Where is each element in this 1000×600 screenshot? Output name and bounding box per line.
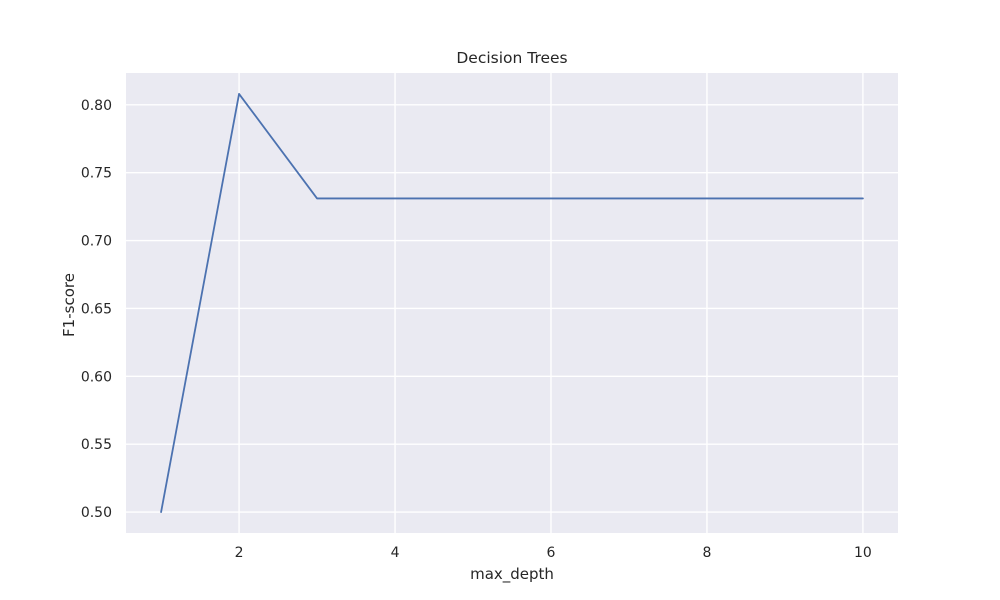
y-tick-label: 0.80	[81, 98, 112, 114]
y-tick-label: 0.55	[81, 437, 112, 453]
x-tick-labels: 2 4 6 8 10	[235, 545, 872, 561]
y-tick-label: 0.75	[81, 166, 112, 182]
x-tick-label: 6	[547, 545, 556, 561]
y-axis-label: F1-score	[60, 273, 78, 337]
x-tick-label: 8	[702, 545, 711, 561]
y-tick-labels: 0.50 0.55 0.60 0.65 0.70 0.75 0.80	[81, 98, 112, 521]
series-line	[160, 93, 864, 513]
y-tick-label: 0.50	[81, 505, 112, 521]
x-tick-label: 2	[235, 545, 244, 561]
y-tick-label: 0.60	[81, 369, 112, 385]
y-gridlines	[126, 104, 898, 513]
y-tick-label: 0.65	[81, 301, 112, 317]
x-gridlines	[238, 73, 864, 533]
series-layer	[160, 93, 864, 513]
plot-background	[126, 73, 898, 533]
x-axis-label: max_depth	[470, 565, 554, 584]
x-tick-label: 4	[391, 545, 400, 561]
chart-title: Decision Trees	[456, 49, 567, 67]
y-tick-label: 0.70	[81, 234, 112, 250]
x-tick-label: 10	[854, 545, 872, 561]
